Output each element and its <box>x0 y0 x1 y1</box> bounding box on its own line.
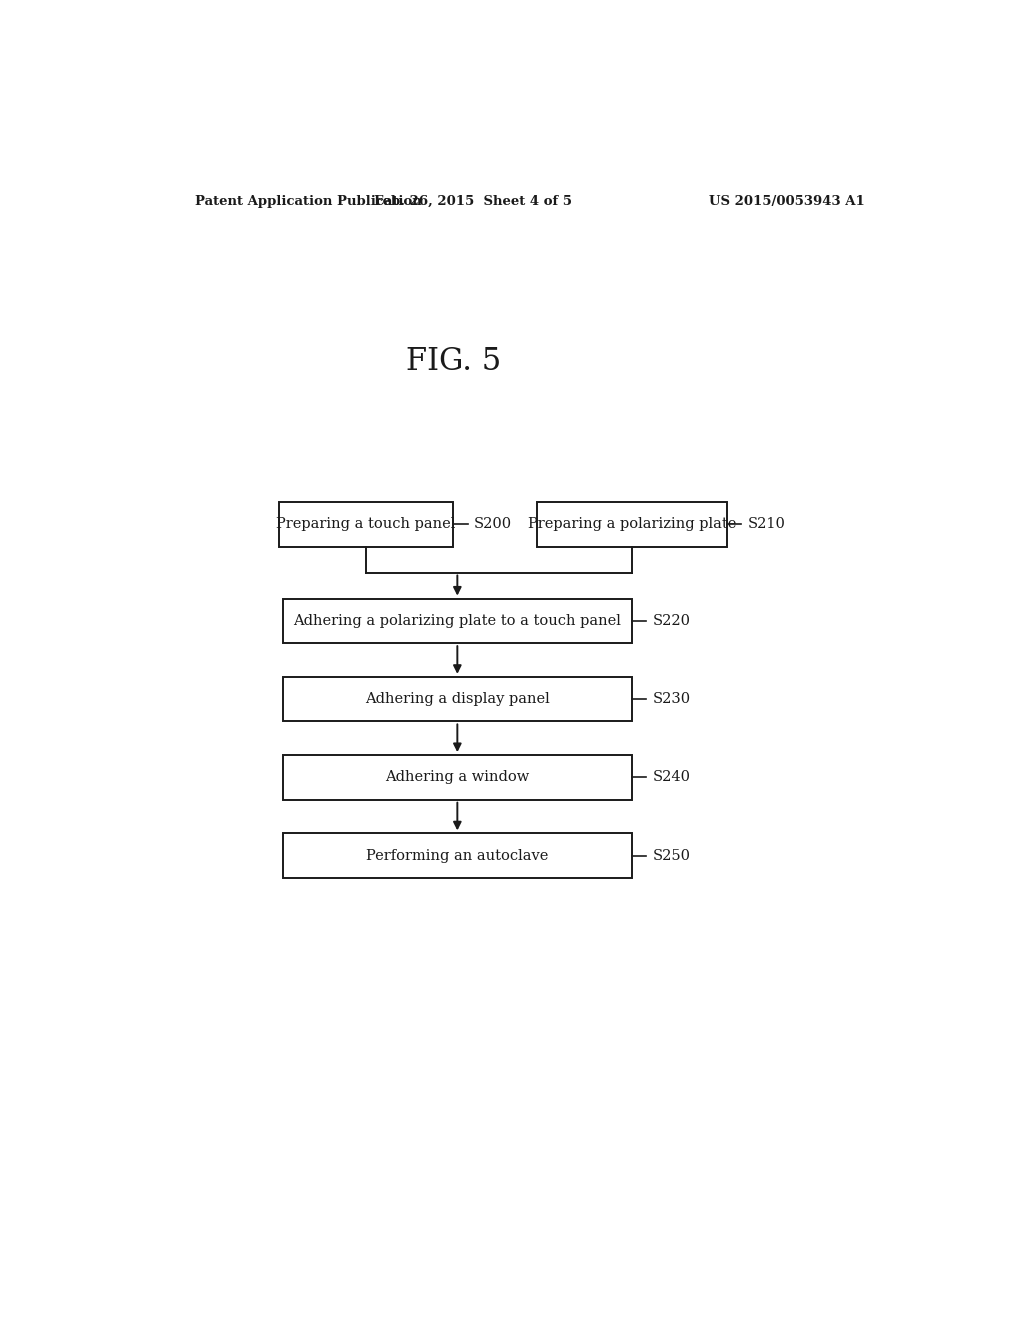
Text: S220: S220 <box>652 614 690 628</box>
Bar <box>283 755 632 800</box>
Text: FIG. 5: FIG. 5 <box>406 346 501 378</box>
Text: Preparing a touch panel: Preparing a touch panel <box>276 517 456 532</box>
Bar <box>283 598 632 643</box>
Text: Adhering a window: Adhering a window <box>385 771 529 784</box>
Text: Preparing a polarizing plate: Preparing a polarizing plate <box>527 517 736 532</box>
Text: US 2015/0053943 A1: US 2015/0053943 A1 <box>709 194 864 207</box>
Text: S200: S200 <box>474 517 512 532</box>
Text: S210: S210 <box>748 517 785 532</box>
Bar <box>279 502 454 546</box>
Text: S230: S230 <box>652 692 691 706</box>
Text: Adhering a polarizing plate to a touch panel: Adhering a polarizing plate to a touch p… <box>294 614 622 628</box>
Bar <box>283 833 632 878</box>
Text: Adhering a display panel: Adhering a display panel <box>365 692 550 706</box>
Text: S240: S240 <box>652 771 690 784</box>
Text: Patent Application Publication: Patent Application Publication <box>196 194 422 207</box>
Bar <box>283 677 632 722</box>
Text: S250: S250 <box>652 849 690 863</box>
Bar <box>537 502 727 546</box>
Text: Feb. 26, 2015  Sheet 4 of 5: Feb. 26, 2015 Sheet 4 of 5 <box>374 194 572 207</box>
Text: Performing an autoclave: Performing an autoclave <box>367 849 549 863</box>
